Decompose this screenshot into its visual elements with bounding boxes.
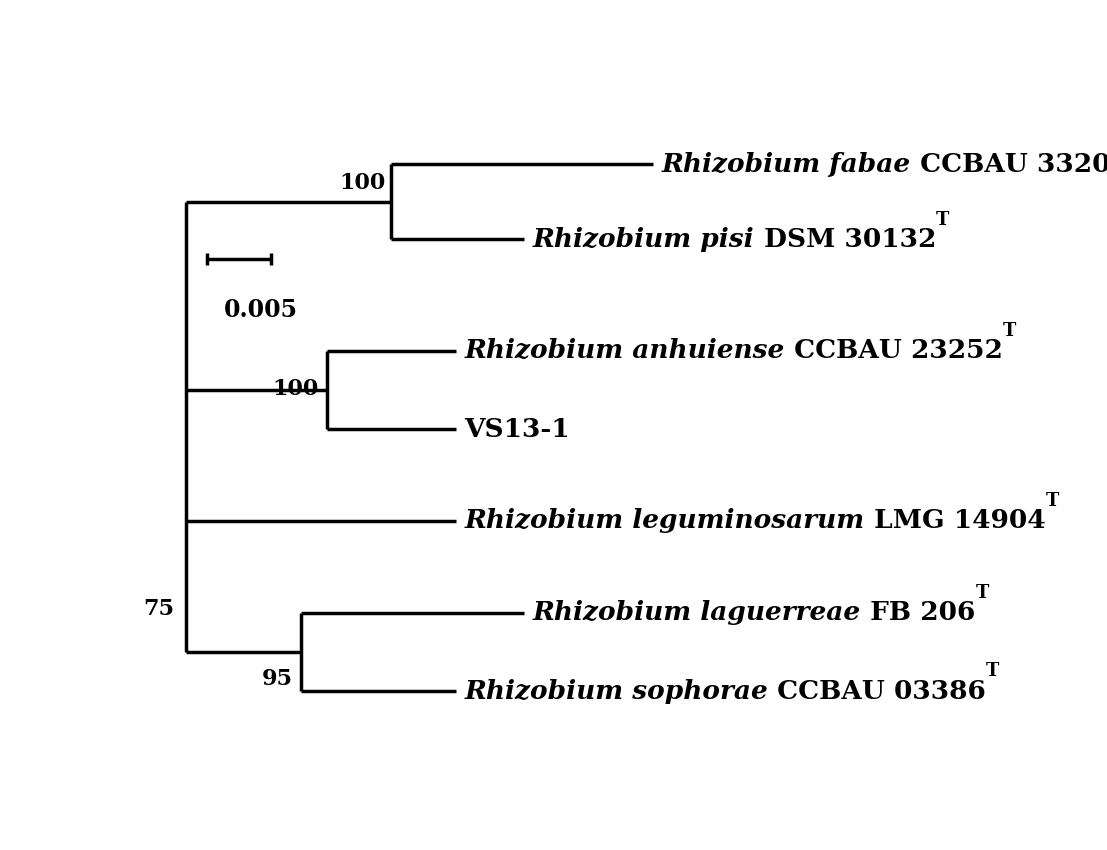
Text: T: T xyxy=(975,584,989,602)
Text: 100: 100 xyxy=(272,377,319,399)
Text: DSM 30132: DSM 30132 xyxy=(755,227,937,252)
Text: Rhizobium sophorae: Rhizobium sophorae xyxy=(465,678,768,704)
Text: 100: 100 xyxy=(339,172,385,194)
Text: 95: 95 xyxy=(261,668,292,690)
Text: 0.005: 0.005 xyxy=(224,298,298,322)
Text: Rhizobium anhuiense: Rhizobium anhuiense xyxy=(465,338,785,363)
Text: CCBAU 33202: CCBAU 33202 xyxy=(911,151,1107,177)
Text: VS13-1: VS13-1 xyxy=(465,416,570,442)
Text: T: T xyxy=(1045,492,1058,510)
Text: Rhizobium fabae: Rhizobium fabae xyxy=(662,151,911,177)
Text: T: T xyxy=(986,662,1000,680)
Text: T: T xyxy=(1003,322,1016,340)
Text: Rhizobium leguminosarum: Rhizobium leguminosarum xyxy=(465,508,865,534)
Text: CCBAU 23252: CCBAU 23252 xyxy=(785,338,1003,363)
Text: FB 206: FB 206 xyxy=(861,600,975,625)
Text: LMG 14904: LMG 14904 xyxy=(865,508,1045,534)
Text: CCBAU 03386: CCBAU 03386 xyxy=(768,678,986,704)
Text: Rhizobium pisi: Rhizobium pisi xyxy=(534,227,755,252)
Text: 75: 75 xyxy=(144,598,175,620)
Text: T: T xyxy=(937,211,950,229)
Text: Rhizobium laguerreae: Rhizobium laguerreae xyxy=(534,600,861,625)
